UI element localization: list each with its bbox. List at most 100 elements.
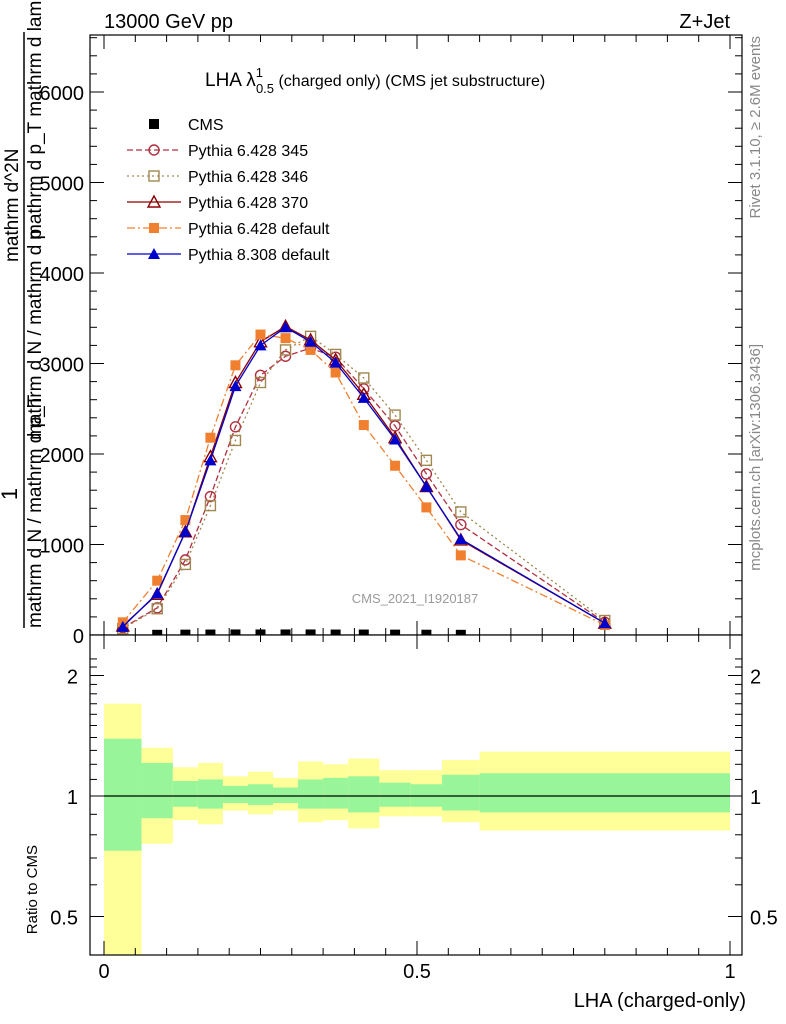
ratio-xtick-label: 1 [724, 961, 735, 983]
data-point [151, 603, 163, 615]
data-point [390, 460, 401, 471]
data-point [455, 518, 467, 531]
data-point [358, 372, 370, 384]
data-point [454, 533, 467, 545]
data-point [151, 587, 164, 599]
y-axis-label-denom: mathrm d N / mathrm d p [25, 229, 46, 440]
main-plot-area [90, 35, 742, 635]
data-point [357, 391, 370, 403]
data-point [598, 617, 611, 629]
ratio-xtick-label: 0 [98, 961, 109, 983]
data-point [279, 344, 292, 356]
data-point [305, 344, 316, 355]
main-ytick-label: 3000 [40, 355, 85, 377]
data-point [279, 350, 292, 362]
ratio-bands [104, 703, 730, 955]
legend-item: Pythia 8.308 default [127, 247, 330, 264]
plot-title: LHA λ1 0.5 (charged only) (CMS jet substr… [205, 65, 545, 96]
data-point [254, 339, 267, 351]
ratio-band-inner [298, 779, 324, 809]
main-ytick-label: 5000 [40, 174, 85, 196]
series-line [122, 333, 606, 626]
main-ytick-label: 6000 [40, 83, 85, 105]
data-point [229, 421, 242, 433]
data-point [179, 525, 192, 537]
ratio-band-inner [379, 782, 411, 807]
data-point [255, 329, 266, 340]
ratio-ytick-label: 1 [67, 787, 78, 809]
data-point [116, 620, 129, 632]
ratio-axes: 0.5 0.5 1 1 2 2 0 0.5 1 [50, 634, 778, 983]
data-point [204, 490, 217, 503]
legend-marker [146, 194, 162, 208]
data-point [152, 575, 163, 586]
ratio-band-inner [273, 787, 299, 804]
legend-item: Pythia 6.428 345 [127, 143, 308, 160]
main-ytick-label: 4000 [40, 264, 85, 286]
legend-label: Pythia 6.428 346 [188, 169, 308, 186]
data-point [420, 468, 433, 480]
y-axis-label-right-numer: mathrm d^2N [2, 149, 23, 262]
data-point [280, 333, 291, 344]
data-point [420, 454, 433, 467]
ratio-ytick-label: 2 [67, 667, 78, 689]
plot-title-rest: (charged only) (CMS jet substructure) [274, 73, 545, 90]
watermark: CMS_2021_I1920187 [352, 591, 479, 606]
y-axis-label-right-denom: mathrm d p_T mathrm d lambda [25, 0, 46, 240]
x-axis-label: LHA (charged-only) [574, 990, 746, 1012]
main-panel [90, 35, 742, 635]
legend-label: Pythia 6.428 345 [188, 143, 308, 160]
legend-marker [149, 119, 159, 129]
legend: CMS Pythia 6.428 345 Pythia 6.428 346 Pythi… [127, 117, 330, 264]
data-point [205, 432, 216, 443]
legend-item: Pythia 6.428 346 [127, 169, 308, 186]
main-ytick-label: 0 [73, 626, 84, 648]
ratio-xtick-label: 0.5 [403, 961, 431, 983]
legend-item: Pythia 6.428 370 [127, 194, 308, 212]
legend-label: CMS [188, 117, 224, 134]
legend-label: Pythia 6.428 default [188, 221, 330, 238]
series-4 [117, 329, 610, 631]
legend-marker [148, 170, 160, 182]
ratio-ytick-label-right: 2 [750, 667, 761, 689]
data-point [389, 409, 401, 421]
data-point [230, 360, 241, 371]
data-point [304, 335, 317, 347]
legend-item: Pythia 6.428 default [127, 221, 330, 238]
ratio-band-inner [104, 738, 142, 851]
plot-title-sup: 1 [256, 65, 263, 80]
main-series [115, 318, 612, 640]
legend-item: CMS [149, 117, 224, 134]
y-axis-label: 1 mathrm d N / mathrm d p_T mathrm d N /… [0, 0, 46, 628]
ratio-ytick-label: 0.5 [50, 908, 78, 930]
data-point [204, 454, 217, 466]
data-point [358, 420, 369, 431]
data-point [455, 550, 466, 561]
data-point [330, 367, 341, 378]
series-line [122, 335, 606, 630]
ratio-band-inner [141, 762, 173, 819]
main-ytick-label: 1000 [40, 536, 85, 558]
ratio-y-label: Ratio to CMS [24, 845, 41, 934]
ratio-band-inner [348, 776, 380, 813]
ratio-band-inner [323, 777, 349, 809]
plot-title-sub: 0.5 [256, 81, 274, 96]
main-axes: 0 1000 2000 3000 4000 5000 6000 [40, 34, 743, 648]
ratio-ytick-label-right: 1 [750, 787, 761, 809]
header-right: Z+Jet [679, 11, 730, 33]
data-point [179, 558, 192, 571]
data-point [229, 434, 242, 447]
y-axis-label-one: 1 [0, 488, 22, 500]
ratio-ytick-label-right: 0.5 [750, 908, 778, 930]
y-axis-label-numer: mathrm d N / mathrm d p_T [25, 394, 46, 628]
header-left: 13000 GeV pp [104, 11, 233, 33]
ratio-band-inner [172, 781, 198, 807]
data-point [389, 433, 402, 445]
ratio-band-inner [197, 779, 223, 809]
data-point [455, 506, 467, 518]
ratio-band-inner [247, 784, 274, 805]
data-point [254, 376, 267, 389]
series-5 [116, 321, 611, 632]
legend-marker [148, 144, 160, 156]
